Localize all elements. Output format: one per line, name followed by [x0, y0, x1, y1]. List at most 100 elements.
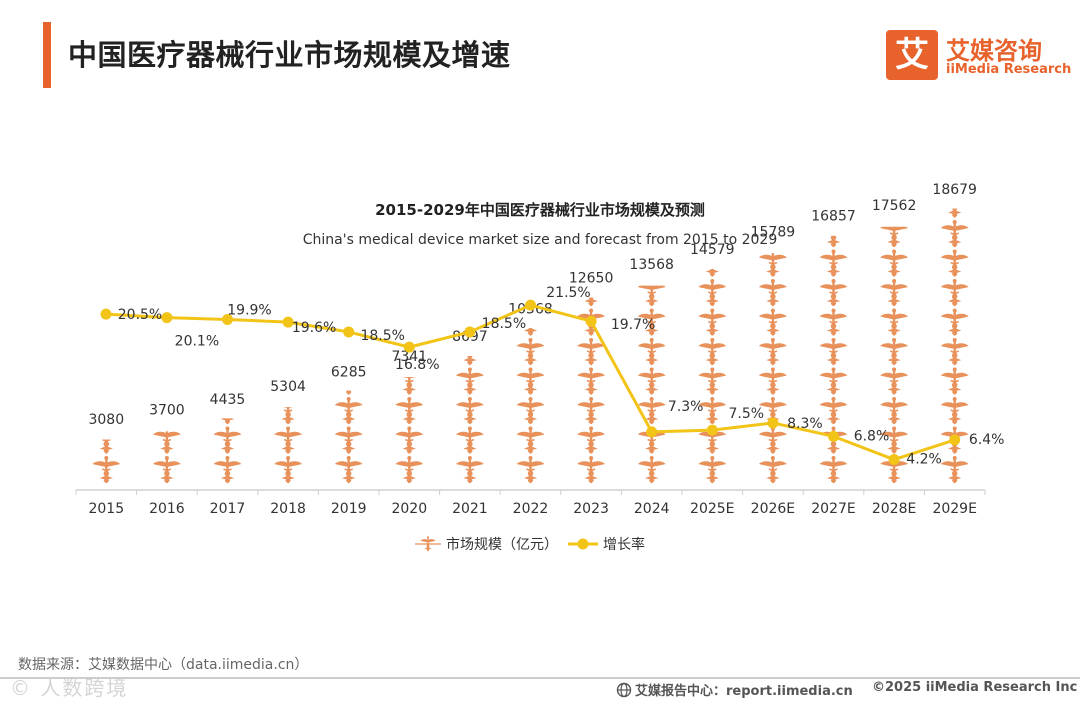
caduceus-icon: [516, 397, 545, 425]
growth-label: 6.8%: [854, 428, 890, 444]
page-title: 中国医疗器械行业市场规模及增速: [68, 38, 511, 72]
growth-point: [282, 316, 294, 328]
bar-value-label: 3700: [149, 403, 185, 419]
report-center-text: 艾媒报告中心：report.iimedia.cn: [635, 684, 853, 699]
caduceus-icon: [213, 426, 242, 454]
caduceus-icon: [395, 426, 424, 454]
partial-icon-wrap: [99, 439, 113, 454]
bar-2021: 8697: [452, 329, 488, 484]
caduceus-icon: [826, 235, 841, 248]
caduceus-icon: [940, 397, 969, 425]
caduceus-icon: [274, 426, 303, 454]
caduceus-icon: [334, 397, 363, 425]
iimedia-logo[interactable]: 艾 艾媒咨询 iiMedia Research: [886, 30, 1071, 82]
legend-item-growth-rate[interactable]: 增长率: [568, 536, 645, 553]
caduceus-icon: [395, 456, 424, 484]
caduceus-icon: [516, 456, 545, 484]
x-tick-label: 2028E: [872, 501, 916, 517]
caduceus-icon: [402, 377, 417, 395]
caduceus-icon: [819, 456, 848, 484]
growth-point: [706, 424, 718, 436]
chart-title: 2015-2029年中国医疗器械行业市场规模及预测: [375, 201, 705, 219]
caduceus-icon: [281, 407, 295, 425]
report-center-link[interactable]: 艾媒报告中心：report.iimedia.cn: [616, 680, 853, 699]
growth-point: [585, 315, 597, 327]
logo-name-en: iiMedia Research: [946, 62, 1072, 77]
growth-point: [646, 426, 658, 438]
caduceus-icon: [819, 308, 848, 336]
partial-icon-wrap: [463, 355, 477, 366]
x-tick-label: 2019: [331, 501, 367, 517]
caduceus-icon: [463, 355, 477, 366]
caduceus-icon: [584, 297, 598, 307]
partial-icon-wrap: [880, 226, 909, 248]
logo-mark: 艾: [886, 30, 938, 80]
partial-icon-wrap: [402, 377, 417, 395]
caduceus-icon: [420, 536, 436, 552]
bar-value-label: 5304: [270, 379, 306, 395]
bar-value-label: 6285: [331, 365, 367, 381]
growth-point: [464, 326, 476, 338]
x-tick-label: 2015: [88, 501, 124, 517]
caduceus-icon: [758, 426, 787, 454]
x-tick-label: 2016: [149, 501, 185, 517]
x-tick-label: 2023: [573, 501, 609, 517]
growth-label: 20.5%: [118, 307, 162, 323]
caduceus-icon: [637, 285, 666, 307]
bar-2015: 3080: [88, 412, 124, 484]
caduceus-icon: [819, 367, 848, 395]
bar-2019: 6285: [331, 365, 367, 484]
x-tick-label: 2020: [391, 501, 427, 517]
caduceus-icon: [577, 367, 606, 395]
bar-value-label: 12650: [569, 271, 614, 287]
growth-point: [403, 341, 415, 353]
bar-2016: 3700: [149, 403, 185, 484]
caduceus-icon: [637, 338, 666, 366]
growth-label: 8.3%: [787, 416, 823, 432]
caduceus-icon: [152, 456, 181, 484]
x-tick-label: 2029E: [932, 501, 976, 517]
growth-label: 18.5%: [482, 316, 526, 332]
bar-2017: 4435: [210, 392, 245, 484]
caduceus-icon: [637, 367, 666, 395]
legend-item-market-size[interactable]: 市场规模（亿元）: [415, 536, 558, 553]
caduceus-icon: [334, 426, 363, 454]
caduceus-icon: [274, 456, 303, 484]
bar-2018: 5304: [270, 379, 306, 484]
partial-icon-wrap: [584, 297, 598, 307]
caduceus-icon: [880, 338, 909, 366]
growth-point: [161, 312, 173, 324]
caduceus-icon: [577, 397, 606, 425]
x-tick-label: 2025E: [690, 501, 734, 517]
caduceus-icon: [516, 426, 545, 454]
partial-icon-wrap: [220, 418, 235, 425]
caduceus-icon: [880, 249, 909, 277]
legend-label: 市场规模（亿元）: [446, 536, 558, 553]
bar-2023: 12650: [569, 271, 614, 484]
caduceus-icon: [819, 279, 848, 307]
x-tick-label: 2022: [513, 501, 549, 517]
growth-point: [343, 326, 355, 338]
caduceus-icon: [880, 279, 909, 307]
caduceus-icon: [758, 456, 787, 484]
caduceus-icon: [819, 338, 848, 366]
growth-point: [888, 454, 900, 466]
x-tick-label: 2018: [270, 501, 306, 517]
partial-icon-wrap: [281, 407, 295, 425]
bar-value-label: 7341: [391, 349, 427, 365]
growth-label: 19.6%: [292, 320, 336, 336]
growth-label: 18.5%: [360, 328, 404, 344]
caduceus-icon: [455, 367, 484, 395]
caduceus-icon: [637, 456, 666, 484]
caduceus-icon: [455, 426, 484, 454]
bar-value-label: 18679: [932, 182, 977, 198]
caduceus-icon: [698, 367, 727, 395]
bars-layer: 3080370044355304628573418697105681265013…: [88, 182, 977, 484]
chart-subtitle: China's medical device market size and f…: [303, 232, 778, 248]
caduceus-icon: [395, 397, 424, 425]
caduceus-icon: [637, 308, 666, 336]
caduceus-icon: [698, 279, 727, 307]
caduceus-icon: [819, 249, 848, 277]
data-source: 数据来源：艾媒数据中心（data.iimedia.cn）: [18, 657, 309, 673]
